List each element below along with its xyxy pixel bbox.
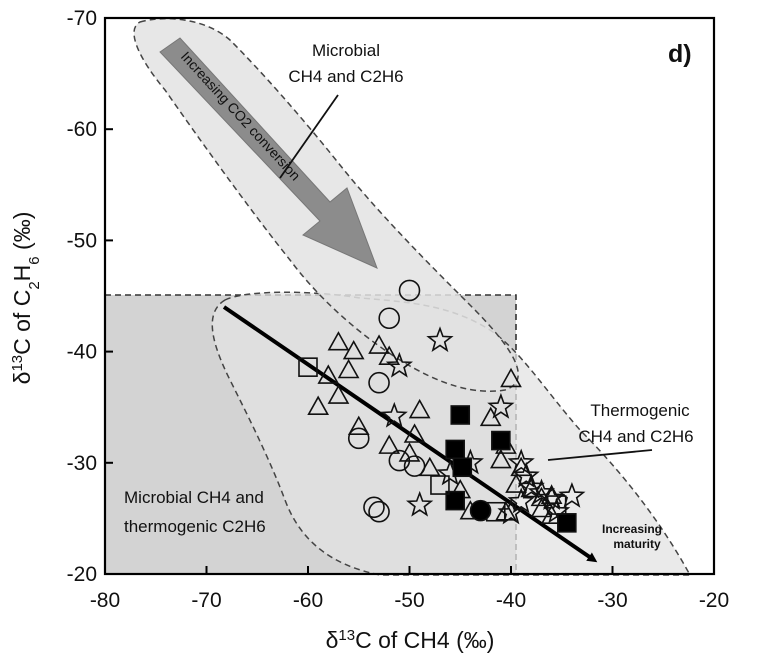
data-point-filled-circle [469,499,492,522]
data-point-square [546,495,567,515]
data-point-star [385,351,414,378]
data-point-filled-square [491,430,511,451]
data-point-triangle [342,339,365,360]
maturity-arrow-label-line2: maturity [613,537,661,551]
data-point-star [405,490,434,517]
data-point-star [558,481,586,508]
data-point-triangle [327,331,350,351]
co2-conversion-arrow [159,37,378,269]
data-point-triangle [398,442,421,462]
data-point-triangle [500,367,522,388]
data-point-star [487,392,515,419]
y-tick-label: -40 [67,341,97,364]
data-point-circle [347,427,370,450]
data-point-filled-square [557,513,577,533]
microbial-region-label: Microbial [312,41,380,60]
data-point-filled-square [452,457,473,478]
x-tick-label: -30 [597,589,627,612]
data-point-triangle [378,434,401,454]
microbial-label-leader [279,94,339,179]
mixed-region-label: Microbial CH4 and [124,488,264,507]
x-tick-label: -40 [496,589,526,612]
y-axis-label: δ13C of C2H6 (‰) [9,212,43,385]
data-point-circle [398,279,421,302]
x-tick-label: -60 [293,589,323,612]
data-point-circle [378,307,401,330]
panel-label: d) [668,40,692,68]
y-tick-label: -60 [67,118,97,141]
x-tick-label: -80 [90,589,120,612]
data-point-triangle [418,456,441,477]
data-point-star [497,498,525,525]
points-layer [298,279,586,533]
data-point-triangle [317,364,340,384]
data-point-star [380,401,408,428]
y-tick-label: -20 [67,563,97,586]
data-point-triangle [337,358,360,379]
data-point-star [538,484,566,510]
x-tick-label: -50 [394,589,424,612]
y-tick-label: -50 [67,229,97,252]
axes-layer: -80 -70 -60 -50 -40 -30 -20 -70 -60 -50 -40 -30 -20 [67,7,730,612]
data-point-triangle [403,423,426,443]
data-point-triangle [347,415,370,436]
data-point-circle [368,500,390,523]
x-axis-label: δ13C of CH4 (‰) [326,627,495,654]
thermogenic-region-label: Thermogenic [590,401,690,420]
data-point-triangle [408,398,431,419]
labels-layer: Microbial CH4 and C2H6 Thermogenic CH4 a… [124,40,694,551]
data-point-filled-square [450,405,471,425]
x-tick-label: -70 [191,589,221,612]
data-point-triangle [307,395,330,415]
data-point-triangle [368,334,390,354]
data-point-star [512,461,540,488]
data-point-filled-square [445,439,465,460]
data-point-circle [363,496,385,519]
mixed-region-label-line2: thermogenic C2H6 [124,517,266,536]
data-point-triangle [489,448,512,469]
data-point-circle [368,371,390,394]
region-rectangle-outline [105,294,517,574]
data-point-star [507,448,535,475]
data-point-star [426,326,454,353]
thermogenic-label-leader [547,449,653,461]
microbial-region-label-line2: CH4 and C2H6 [288,67,403,86]
data-point-triangle [479,406,502,427]
x-tick-label: -20 [699,589,729,612]
data-point-filled-square [445,490,465,511]
maturity-arrow-label: Increasing [602,522,662,536]
thermogenic-region-label-line2: CH4 and C2H6 [578,427,693,446]
y-tick-label: -30 [67,452,97,475]
data-point-star [507,487,535,514]
data-point-square [430,475,450,495]
data-point-square [298,357,318,377]
y-tick-label: -70 [67,7,97,30]
data-point-triangle [327,384,350,404]
